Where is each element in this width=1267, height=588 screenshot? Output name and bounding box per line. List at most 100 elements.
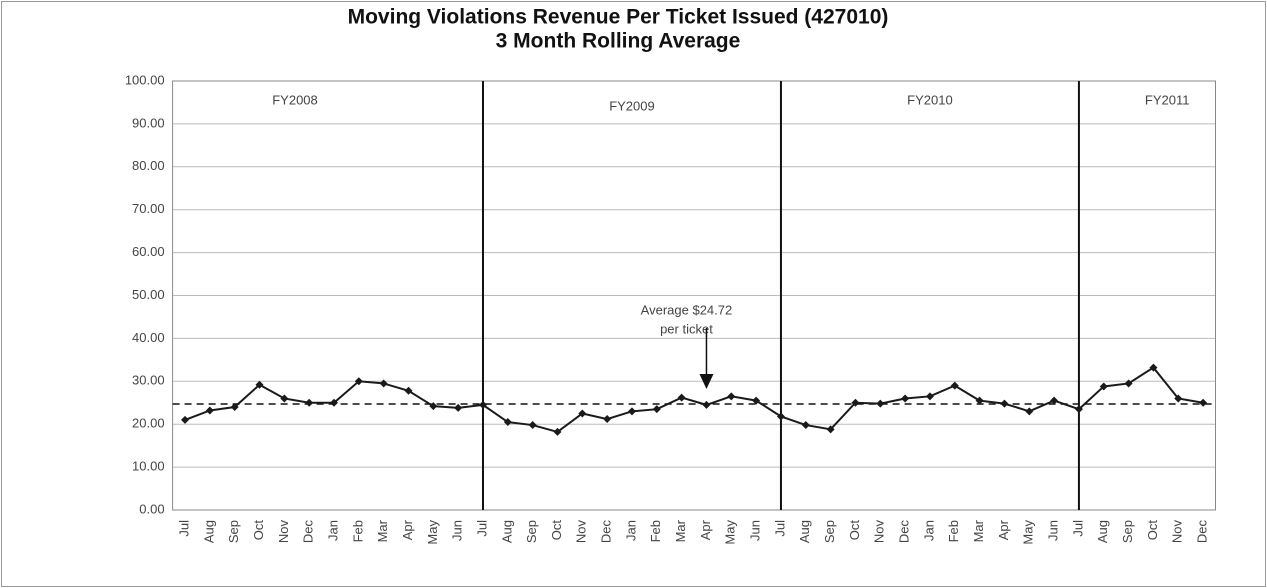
x-tick-label: Mar <box>971 519 986 542</box>
x-tick-label: Jan <box>325 520 340 541</box>
fiscal-year-label: FY2009 <box>609 98 655 113</box>
point <box>454 403 463 412</box>
point <box>503 418 512 427</box>
y-tick-label: 10.00 <box>132 459 165 474</box>
x-tick-label: Oct <box>251 520 266 541</box>
point <box>1050 396 1059 405</box>
x-tick-label: Nov <box>1170 520 1185 544</box>
y-tick-label: 100.00 <box>125 72 165 87</box>
point <box>652 405 661 414</box>
x-tick-label: Mar <box>375 519 390 542</box>
annotation: Average $24.72 <box>641 302 733 317</box>
x-tick-label: May <box>723 520 738 545</box>
point <box>851 398 860 407</box>
chart-subtitle: 3 Month Rolling Average <box>496 30 741 53</box>
point <box>429 402 438 411</box>
point <box>1149 363 1158 372</box>
point <box>230 403 239 412</box>
x-tick-label: Apr <box>996 519 1011 540</box>
annotation: per ticket <box>660 321 713 336</box>
point <box>330 398 339 407</box>
point <box>553 427 562 436</box>
point <box>925 392 934 401</box>
point <box>950 381 959 390</box>
y-tick-label: 70.00 <box>132 201 165 216</box>
x-tick-label: Sep <box>822 520 837 543</box>
point <box>1025 407 1034 416</box>
x-tick-label: Jan <box>921 520 936 541</box>
point <box>1000 399 1009 408</box>
x-tick-label: Aug <box>201 520 216 543</box>
x-tick-label: Apr <box>698 519 713 540</box>
x-tick-label: Jan <box>623 520 638 541</box>
series-line <box>184 366 1204 434</box>
point <box>826 425 835 434</box>
chart-title: Moving Violations Revenue Per Ticket Iss… <box>348 6 889 29</box>
point <box>901 394 910 403</box>
fiscal-year-label: FY2011 <box>1145 92 1190 107</box>
x-tick-label: Oct <box>847 520 862 541</box>
y-tick-label: 20.00 <box>132 416 165 431</box>
x-tick-label: Jul <box>474 520 489 537</box>
point <box>528 421 537 430</box>
x-tick-label: Sep <box>524 520 539 543</box>
point <box>354 377 363 386</box>
y-tick-label: 90.00 <box>132 115 165 130</box>
point <box>702 400 711 409</box>
x-tick-label: Sep <box>1120 520 1135 543</box>
x-tick-label: Nov <box>872 520 887 544</box>
point <box>752 396 761 405</box>
x-tick-label: Mar <box>673 519 688 542</box>
point <box>776 412 785 421</box>
x-tick-label: May <box>1021 520 1036 545</box>
point <box>1074 405 1083 414</box>
y-tick-label: 80.00 <box>132 158 165 173</box>
x-tick-label: Apr <box>400 519 415 540</box>
point <box>801 421 810 430</box>
point <box>404 386 413 395</box>
annotation-arrowhead <box>699 374 714 389</box>
point <box>677 393 686 402</box>
y-tick-label: 30.00 <box>132 373 165 388</box>
x-tick-label: Oct <box>1145 520 1160 541</box>
point <box>205 406 214 415</box>
point <box>379 379 388 388</box>
x-tick-label: Jul <box>772 520 787 537</box>
x-tick-label: Dec <box>1195 520 1210 544</box>
y-tick-label: 40.00 <box>132 330 165 345</box>
point <box>1124 379 1133 388</box>
point <box>727 392 736 401</box>
x-tick-label: Aug <box>499 520 514 543</box>
x-tick-label: Feb <box>648 520 663 542</box>
y-tick-label: 0.00 <box>139 501 164 516</box>
fiscal-year-label: FY2010 <box>907 92 953 107</box>
point <box>181 415 190 424</box>
point <box>478 400 487 409</box>
y-tick-label: 50.00 <box>132 287 165 302</box>
x-tick-label: Nov <box>574 520 589 544</box>
x-tick-label: Jul <box>1070 520 1085 537</box>
x-tick-label: Jul <box>176 520 191 537</box>
point <box>603 415 612 424</box>
point <box>1199 398 1208 407</box>
point <box>876 399 885 408</box>
x-tick-label: Jun <box>748 520 763 541</box>
x-tick-label: Nov <box>276 520 291 544</box>
point <box>578 409 587 418</box>
point <box>1099 382 1108 391</box>
x-tick-label: Jun <box>1046 520 1061 541</box>
point <box>305 398 314 407</box>
x-tick-label: Feb <box>946 520 961 542</box>
plot-area <box>172 80 1217 511</box>
point <box>255 380 264 389</box>
x-tick-label: Aug <box>1095 520 1110 543</box>
fiscal-year-label: FY2008 <box>272 92 318 107</box>
point <box>627 407 636 416</box>
point <box>280 394 289 403</box>
x-tick-label: Dec <box>897 520 912 544</box>
point <box>1174 394 1183 403</box>
point <box>975 396 984 405</box>
y-tick-label: 60.00 <box>132 244 165 259</box>
